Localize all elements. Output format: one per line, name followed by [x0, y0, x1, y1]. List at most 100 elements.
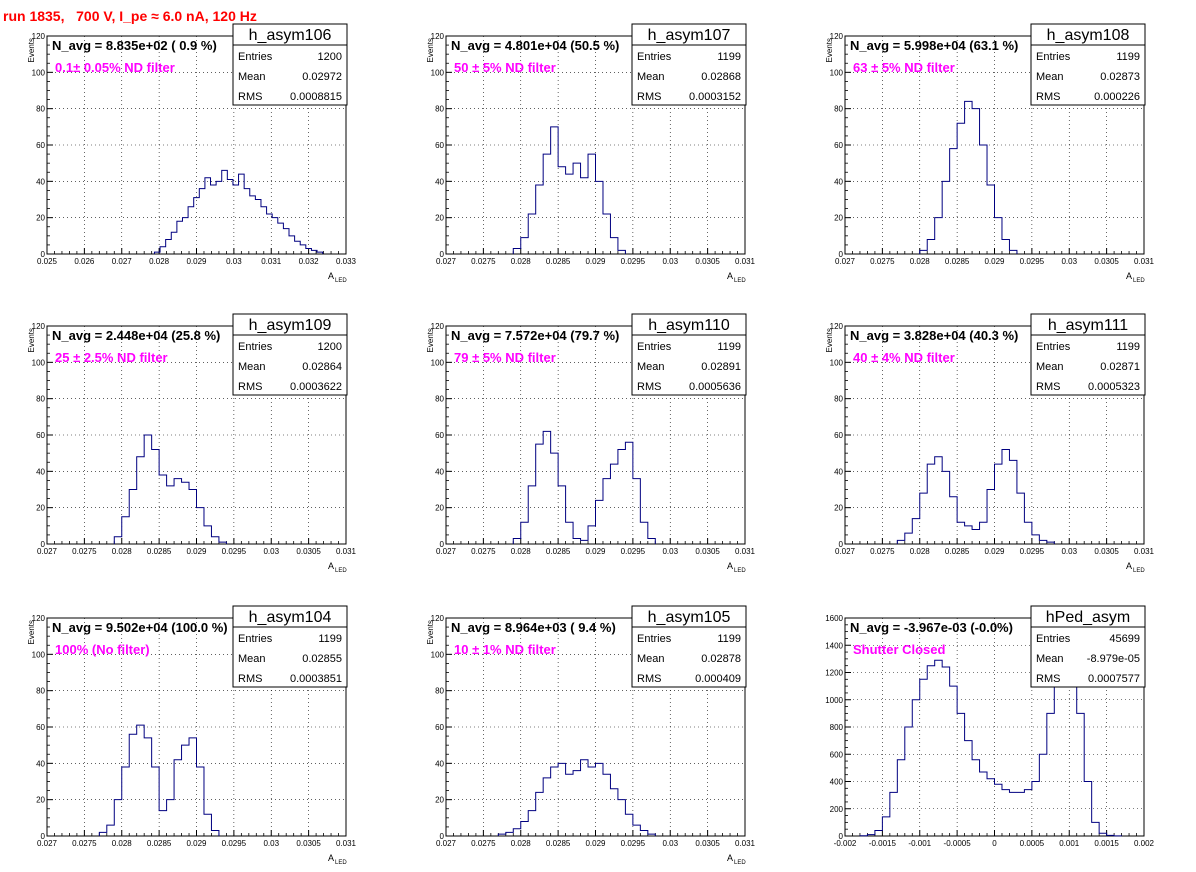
y-tick-label: 120: [32, 322, 46, 331]
histogram-series: [113, 434, 227, 544]
y-tick-label: 40: [435, 177, 444, 186]
x-tick-label: 0.0305: [1094, 257, 1119, 266]
stats-title: h_asym109: [249, 317, 332, 334]
stats-box-frame: [1030, 605, 1146, 688]
x-tick-label: 0.0275: [72, 839, 97, 848]
x-tick-label: 0.0305: [695, 257, 720, 266]
panel-h_asym110: 0.027 0.0275 0.028 0.0285 0.029 0.0295 0.03 0.0…: [426, 313, 756, 574]
x-axis-label: ALED: [328, 561, 347, 574]
stats-title: h_asym106: [249, 27, 332, 44]
x-tick-label: 0.027: [37, 839, 58, 848]
stats-key-mean: Mean: [238, 71, 266, 83]
stats-key-rms: RMS: [1036, 381, 1060, 393]
y-tick-label: 80: [36, 687, 45, 696]
y-tick-label: 0: [440, 540, 445, 549]
x-tick-label: 0.031: [336, 839, 357, 848]
y-tick-label: 20: [435, 796, 444, 805]
x-tick-label: 0.0305: [296, 547, 321, 556]
x-tick-label: 0.031: [1134, 547, 1155, 556]
y-tick-label: 120: [830, 32, 844, 41]
x-tick-label: 0.0005: [1020, 839, 1045, 848]
stats-key-entries: Entries: [1036, 51, 1071, 63]
x-tick-label: 0.03: [662, 839, 678, 848]
stats-value-rms: 0.0005323: [1088, 381, 1140, 393]
x-tick-label: 0.033: [336, 257, 357, 266]
stats-key-entries: Entries: [1036, 633, 1071, 645]
y-axis-label: Events: [27, 38, 36, 62]
stats-value-mean: 0.02855: [302, 653, 342, 665]
x-tick-label: 0.027: [835, 547, 856, 556]
x-tick-label: 0.0305: [1094, 547, 1119, 556]
stats-value-entries: 45699: [1109, 633, 1140, 645]
stats-box-frame: [1030, 313, 1146, 396]
histogram-series: [98, 724, 220, 836]
y-tick-label: 60: [36, 431, 45, 440]
stats-box-frame: [631, 605, 747, 688]
x-tick-label: 0.0275: [471, 257, 496, 266]
stats-box: h_asym104 Entries 1199 Mean 0.02855 RMS 0.0003…: [232, 605, 348, 688]
y-tick-label: 20: [36, 796, 45, 805]
histogram-series: [896, 449, 1055, 544]
x-tick-label: 0.0295: [621, 547, 646, 556]
stats-value-rms: 0.0003152: [689, 91, 741, 103]
y-axis-label: Events: [27, 328, 36, 352]
x-tick-label: 0.029: [186, 839, 207, 848]
y-tick-label: 40: [834, 467, 843, 476]
y-tick-label: 80: [435, 687, 444, 696]
x-tick-label: 0.031: [1134, 257, 1155, 266]
stats-value-mean: 0.02873: [1100, 71, 1140, 83]
x-tick-label: 0.002: [1134, 839, 1155, 848]
x-tick-label: 0.001: [1059, 839, 1080, 848]
y-tick-label: 600: [830, 750, 844, 759]
y-tick-label: 60: [435, 141, 444, 150]
x-tick-label: 0.0285: [147, 547, 172, 556]
x-tick-label: 0.03: [662, 257, 678, 266]
y-tick-label: 80: [834, 395, 843, 404]
x-tick-label: 0.031: [735, 547, 756, 556]
x-tick-label: 0.0305: [695, 547, 720, 556]
histogram-series: [497, 759, 656, 836]
stats-box: h_asym108 Entries 1199 Mean 0.02873 RMS 0.0002…: [1030, 23, 1146, 106]
stats-title: hPed_asym: [1046, 609, 1131, 626]
x-axis-label: ALED: [328, 853, 347, 866]
x-tick-label: 0.0285: [945, 547, 970, 556]
stats-box: hPed_asym Entries 45699 Mean -8.979e-05 RMS 0.…: [1030, 605, 1146, 688]
y-tick-label: 60: [36, 141, 45, 150]
stats-value-mean: 0.02972: [302, 71, 342, 83]
x-axis-label: ALED: [727, 561, 746, 574]
x-tick-label: 0.029: [186, 547, 207, 556]
stats-value-entries: 1199: [1116, 341, 1140, 353]
panel-h_asym106: 0.025 0.026 0.027 0.028 0.029 0.03 0.031 0.032 0…: [27, 23, 357, 284]
stats-value-mean: 0.02871: [1100, 361, 1140, 373]
y-tick-label: 100: [32, 358, 46, 367]
stats-box-frame: [232, 605, 348, 688]
x-tick-label: 0.0295: [1020, 547, 1045, 556]
x-tick-label: 0.03: [1061, 547, 1077, 556]
x-tick-label: 0.028: [910, 257, 931, 266]
stats-box: h_asym105 Entries 1199 Mean 0.02878 RMS 0.0004…: [631, 605, 747, 688]
y-tick-label: 80: [435, 395, 444, 404]
y-tick-label: 20: [834, 504, 843, 513]
y-tick-label: 0: [440, 832, 445, 841]
x-tick-label: 0.027: [436, 257, 457, 266]
x-tick-label: 0.0295: [1020, 257, 1045, 266]
stats-value-entries: 1199: [1116, 51, 1140, 63]
y-tick-label: 60: [834, 431, 843, 440]
y-axis-label: Events: [426, 620, 435, 644]
x-tick-label: 0.029: [585, 839, 606, 848]
filter-label: 40 ± 4% ND filter: [853, 350, 955, 365]
y-tick-label: 40: [36, 467, 45, 476]
navg-label: N_avg = 2.448e+04 (25.8 %): [52, 328, 220, 343]
stats-key-rms: RMS: [1036, 673, 1060, 685]
y-tick-label: 120: [32, 614, 46, 623]
x-tick-label: 0.028: [511, 547, 532, 556]
x-tick-label: 0.0275: [870, 547, 895, 556]
x-tick-label: 0.028: [112, 547, 133, 556]
histogram-series: [512, 430, 656, 544]
x-tick-label: 0.027: [37, 547, 58, 556]
y-tick-label: 60: [435, 431, 444, 440]
stats-value-entries: 1199: [717, 51, 741, 63]
x-tick-label: 0.03: [662, 547, 678, 556]
stats-title: h_asym110: [648, 317, 730, 334]
